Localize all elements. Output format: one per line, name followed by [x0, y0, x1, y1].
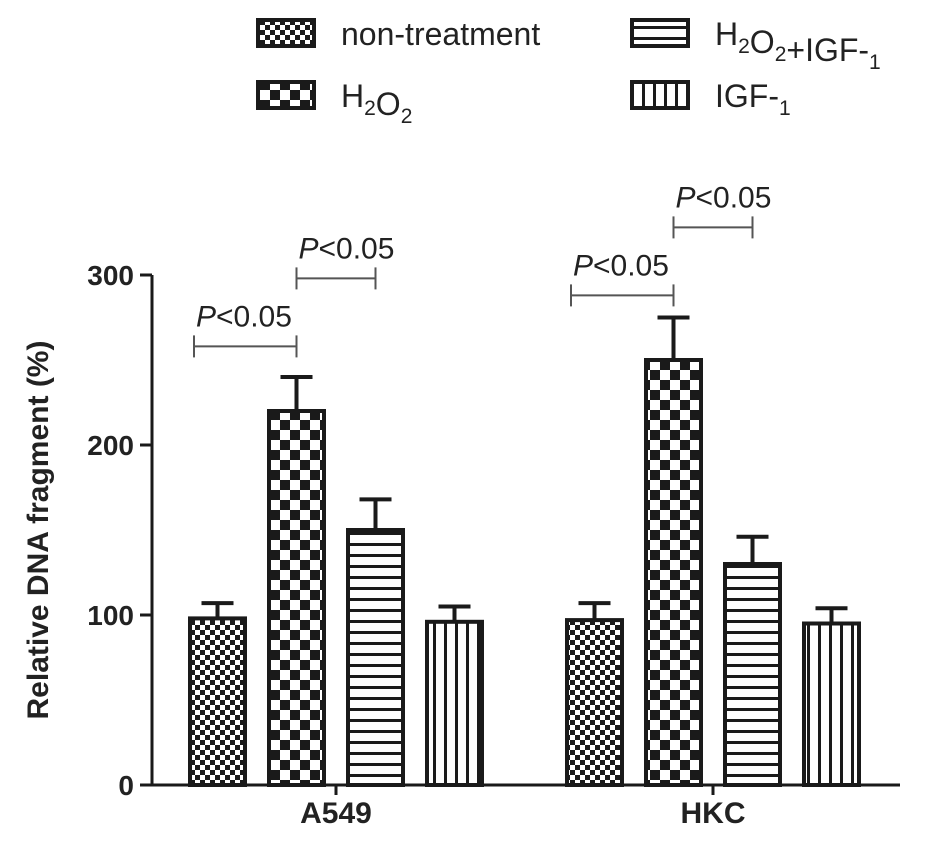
p-value-threshold: <0.05: [593, 249, 669, 282]
significance-annotations: P<0.05P<0.05P<0.05P<0.05: [193, 181, 772, 358]
p-value-threshold: <0.05: [696, 181, 772, 214]
legend-label: H2O2: [341, 78, 412, 128]
bar-hkc-2: [723, 562, 782, 787]
legend-swatch: [256, 80, 316, 110]
y-tick-label: 300: [87, 260, 134, 291]
p-value-symbol: P: [573, 249, 593, 282]
y-tick-label: 200: [87, 430, 134, 461]
axes: 0 100 200 300 Relative DNA fragment (%) A549 H…: [22, 260, 900, 830]
y-axis-label: Relative DNA fragment (%): [22, 341, 55, 720]
bar-a549-3: [425, 619, 484, 787]
y-tick-label: 0: [118, 770, 134, 801]
legend-swatch: [630, 80, 690, 110]
legend-label: non-treatment: [341, 16, 540, 52]
p-value-threshold: <0.05: [319, 232, 395, 265]
p-value-symbol: P: [196, 300, 216, 333]
legend-label: IGF-1: [715, 78, 791, 120]
p-value-symbol: P: [299, 232, 319, 265]
bar-hkc-3: [802, 621, 861, 787]
y-tick-label: 100: [87, 600, 134, 631]
x-category-label: HKC: [681, 797, 746, 830]
bar-hkc-0: [565, 618, 624, 787]
p-value-label: P<0.05: [196, 300, 292, 333]
bar-a549-1: [267, 409, 326, 787]
p-value-label: P<0.05: [676, 181, 772, 214]
p-value-label: P<0.05: [573, 249, 669, 282]
bar-hkc-1: [644, 358, 703, 787]
bars: [188, 315, 861, 788]
p-value-symbol: P: [676, 181, 696, 214]
legend-swatch: [630, 18, 690, 48]
legend-label: H2O2+IGF-1: [715, 16, 881, 74]
p-value-threshold: <0.05: [216, 300, 292, 333]
bar-a549-2: [346, 528, 405, 787]
p-value-label: P<0.05: [299, 232, 395, 265]
bar-a549-0: [188, 616, 247, 788]
legend-swatch: [256, 18, 316, 48]
x-category-label: A549: [300, 797, 372, 830]
